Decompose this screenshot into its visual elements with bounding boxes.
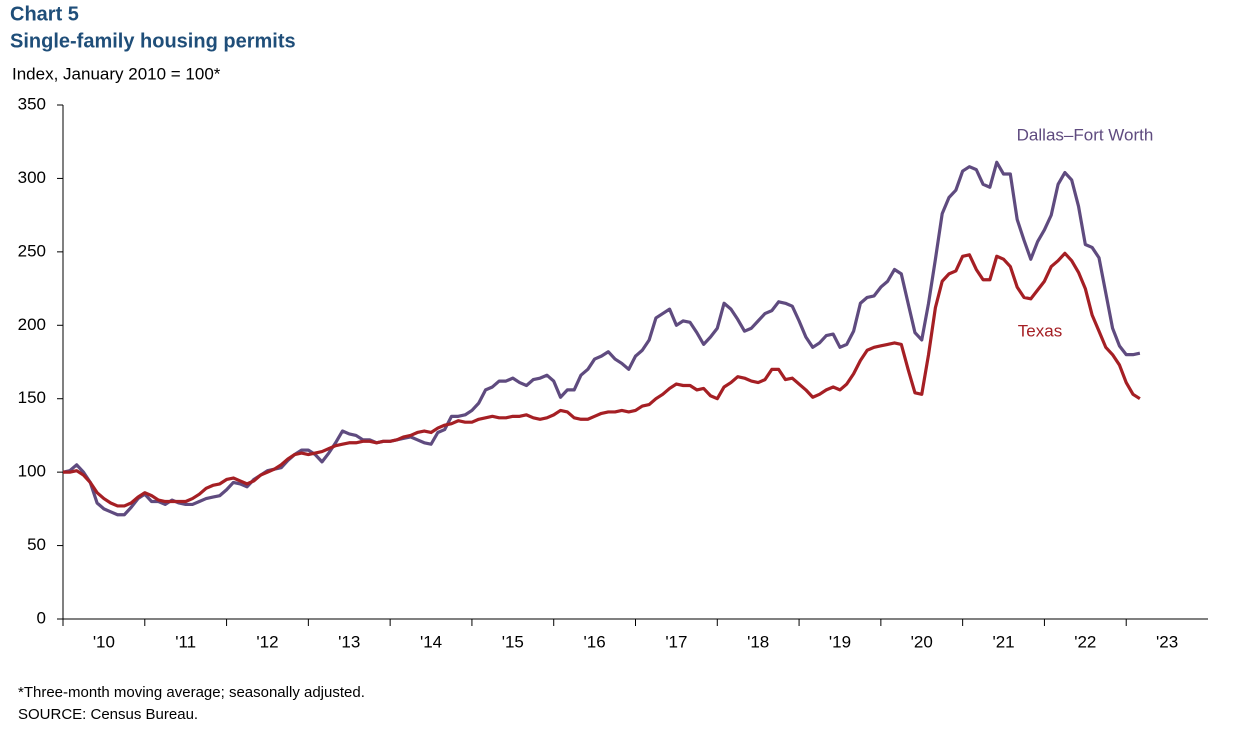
x-tick-label: '23 bbox=[1156, 632, 1178, 651]
x-tick-label: '16 bbox=[584, 632, 606, 651]
x-tick-label: '18 bbox=[747, 632, 769, 651]
x-tick-label: '17 bbox=[665, 632, 687, 651]
x-tick-label: '22 bbox=[1074, 632, 1096, 651]
x-tick-label: '14 bbox=[420, 632, 442, 651]
series-line bbox=[62, 160, 1141, 517]
series-line bbox=[63, 251, 1141, 508]
y-axis-label: Index, January 2010 = 100* bbox=[12, 64, 221, 83]
x-tick-label: '19 bbox=[829, 632, 851, 651]
y-tick-label: 150 bbox=[18, 388, 46, 407]
x-tick-label: '21 bbox=[992, 632, 1014, 651]
series-label: Texas bbox=[1018, 321, 1062, 340]
chart-subtitle: Single-family housing permits bbox=[10, 30, 296, 52]
chart-title: Chart 5 bbox=[10, 3, 79, 25]
y-tick-label: 100 bbox=[18, 462, 46, 481]
y-tick-label: 350 bbox=[18, 94, 46, 113]
x-tick-label: '20 bbox=[911, 632, 933, 651]
footnote: *Three-month moving average; seasonally … bbox=[18, 684, 365, 701]
y-tick-label: 200 bbox=[18, 315, 46, 334]
y-tick-label: 0 bbox=[37, 608, 46, 627]
x-tick-label: '10 bbox=[93, 632, 115, 651]
x-tick-label: '13 bbox=[338, 632, 360, 651]
source: SOURCE: Census Bureau. bbox=[18, 706, 198, 723]
x-tick-label: '15 bbox=[502, 632, 524, 651]
x-tick-label: '11 bbox=[175, 632, 196, 651]
x-tick-label: '12 bbox=[256, 632, 278, 651]
series-label: Dallas–Fort Worth bbox=[1017, 125, 1154, 144]
y-tick-label: 250 bbox=[18, 241, 46, 260]
y-tick-label: 50 bbox=[27, 535, 46, 554]
y-tick-label: 300 bbox=[18, 168, 46, 187]
